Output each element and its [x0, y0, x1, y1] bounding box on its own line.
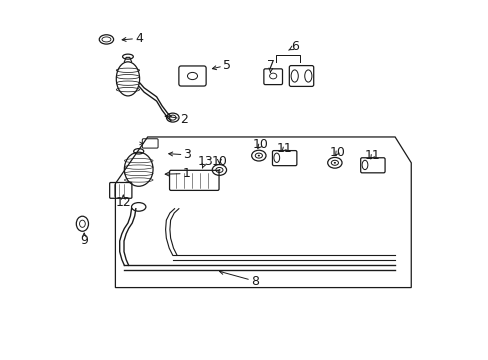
Text: 7: 7 [266, 59, 275, 73]
Text: 11: 11 [276, 142, 292, 155]
Text: 6: 6 [288, 40, 298, 53]
Text: 10: 10 [329, 145, 345, 158]
Ellipse shape [218, 169, 220, 171]
Text: 5: 5 [212, 59, 230, 72]
Ellipse shape [333, 162, 335, 164]
Text: 11: 11 [364, 149, 380, 162]
Text: 3: 3 [168, 148, 191, 161]
Text: 12: 12 [115, 195, 131, 209]
Text: 10: 10 [211, 155, 227, 168]
Text: 9: 9 [80, 233, 88, 247]
Text: 8: 8 [219, 271, 259, 288]
Ellipse shape [257, 155, 260, 157]
Text: 2: 2 [165, 113, 187, 126]
Text: 13: 13 [197, 155, 212, 168]
Text: 1: 1 [165, 167, 190, 180]
Text: 4: 4 [122, 32, 142, 45]
Text: 10: 10 [252, 138, 268, 151]
